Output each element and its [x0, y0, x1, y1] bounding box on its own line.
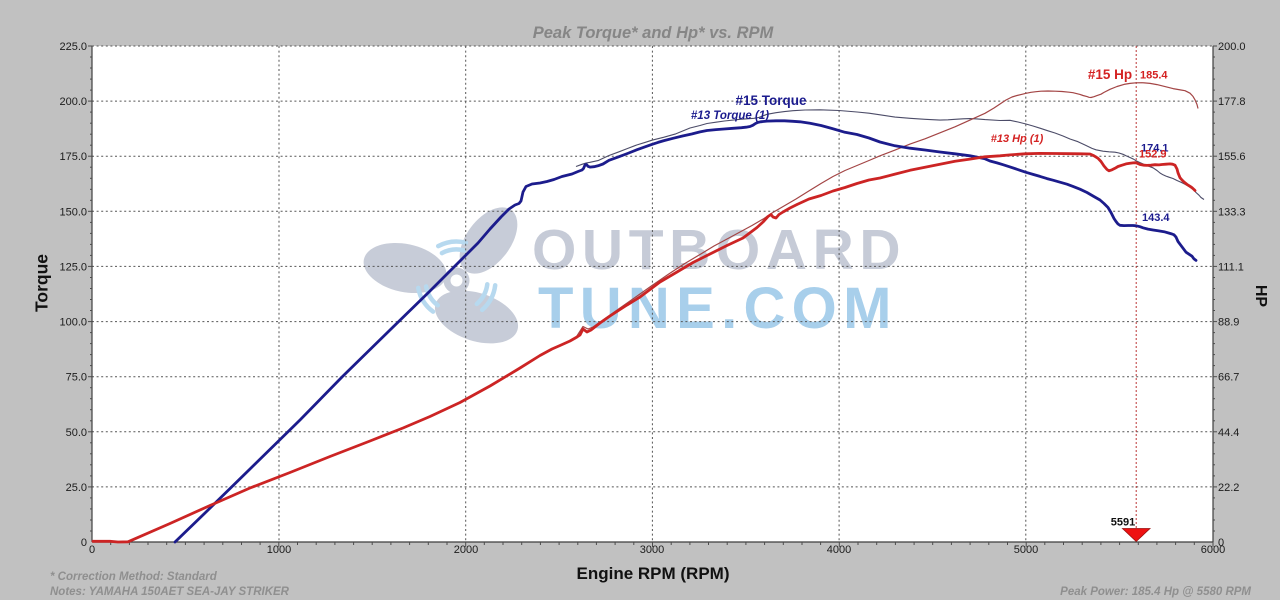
svg-text:75.0: 75.0 [66, 372, 87, 384]
svg-text:3000: 3000 [640, 544, 664, 556]
svg-text:#13 Torque (1): #13 Torque (1) [691, 110, 769, 122]
svg-text:5000: 5000 [1014, 544, 1038, 556]
svg-text:50.0: 50.0 [66, 427, 87, 439]
svg-text:#15 Hp: #15 Hp [1088, 67, 1132, 82]
svg-text:111.1: 111.1 [1218, 261, 1244, 273]
svg-text:155.6: 155.6 [1218, 151, 1246, 163]
svg-text:#15 Torque: #15 Torque [735, 93, 807, 108]
svg-text:174.1: 174.1 [1141, 143, 1169, 155]
svg-text:143.4: 143.4 [1142, 212, 1170, 224]
svg-text:Notes: YAMAHA 150AET SEA-JAY S: Notes: YAMAHA 150AET SEA-JAY STRIKER [50, 586, 290, 598]
svg-text:133.3: 133.3 [1218, 206, 1246, 218]
svg-text:200.0: 200.0 [1218, 41, 1246, 53]
svg-text:5591: 5591 [1111, 517, 1135, 529]
svg-text:0: 0 [1218, 537, 1224, 549]
svg-text:6000: 6000 [1201, 544, 1225, 556]
svg-text:TUNE.COM: TUNE.COM [538, 276, 898, 341]
svg-text:1000: 1000 [267, 544, 291, 556]
svg-text:225.0: 225.0 [59, 41, 87, 53]
svg-text:HP: HP [1252, 285, 1269, 308]
svg-text:#13 Hp (1): #13 Hp (1) [991, 133, 1044, 145]
svg-text:4000: 4000 [827, 544, 851, 556]
svg-text:150.0: 150.0 [59, 206, 87, 218]
svg-text:2000: 2000 [454, 544, 478, 556]
svg-text:66.7: 66.7 [1218, 372, 1239, 384]
svg-text:Peak Torque* and Hp* vs. RPM: Peak Torque* and Hp* vs. RPM [533, 24, 775, 42]
svg-text:88.9: 88.9 [1218, 317, 1239, 329]
svg-text:Engine RPM (RPM): Engine RPM (RPM) [577, 564, 730, 583]
svg-text:175.0: 175.0 [59, 151, 87, 163]
svg-text:* Correction Method: Standard: * Correction Method: Standard [50, 571, 218, 583]
svg-text:44.4: 44.4 [1218, 427, 1239, 439]
svg-text:200.0: 200.0 [59, 96, 87, 108]
svg-text:22.2: 22.2 [1218, 482, 1239, 494]
svg-text:125.0: 125.0 [59, 261, 87, 273]
svg-text:152.9: 152.9 [1139, 149, 1167, 161]
svg-text:0: 0 [89, 544, 95, 556]
svg-text:Torque: Torque [32, 254, 52, 312]
svg-text:25.0: 25.0 [66, 482, 87, 494]
svg-text:Peak Power: 185.4 Hp @ 5580 RP: Peak Power: 185.4 Hp @ 5580 RPM [1060, 586, 1251, 598]
svg-text:0: 0 [81, 537, 87, 549]
svg-text:100.0: 100.0 [59, 317, 87, 329]
svg-text:185.4: 185.4 [1140, 70, 1168, 82]
svg-text:177.8: 177.8 [1218, 96, 1246, 108]
